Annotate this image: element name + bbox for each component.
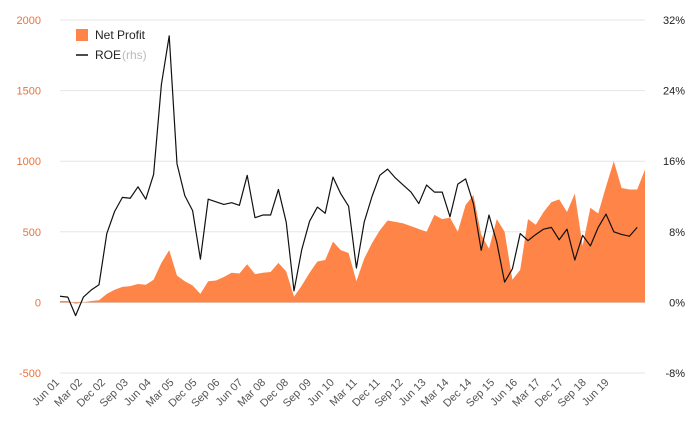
- legend: Net Profit ROE (rhs): [76, 28, 147, 62]
- left-axis-tick-label: 0: [35, 297, 41, 309]
- left-axis-tick-label: 1500: [17, 86, 41, 98]
- right-axis-tick-label: 32%: [663, 15, 685, 27]
- left-axis-tick-label: 2000: [17, 15, 41, 27]
- roe-line: [59, 35, 638, 317]
- gridlines: [60, 19, 645, 374]
- roe-legend-label: ROE: [95, 48, 121, 62]
- right-axis-tick-label: -8%: [665, 368, 685, 380]
- left-axis-tick-label: 1000: [17, 156, 41, 168]
- net-profit-legend-swatch: [76, 29, 88, 41]
- left-axis-tick-label: 500: [23, 227, 41, 239]
- net-profit-legend-label: Net Profit: [95, 28, 146, 42]
- right-axis-tick-label: 16%: [663, 156, 685, 168]
- net-profit-area-path: [60, 161, 645, 304]
- roe-legend-sublabel: (rhs): [122, 48, 147, 62]
- right-axis-ticks: -8% 0% 8% 16% 24% 32%: [663, 15, 685, 380]
- net-profit-area: [60, 161, 645, 304]
- right-axis-tick-label: 0%: [669, 297, 685, 309]
- left-axis-tick-label: -500: [19, 368, 41, 380]
- right-axis-tick-label: 24%: [663, 86, 685, 98]
- roe-line-path: [59, 35, 638, 317]
- right-axis-tick-label: 8%: [669, 227, 685, 239]
- left-axis-ticks: -500 0 500 1000 1500 2000: [17, 15, 41, 380]
